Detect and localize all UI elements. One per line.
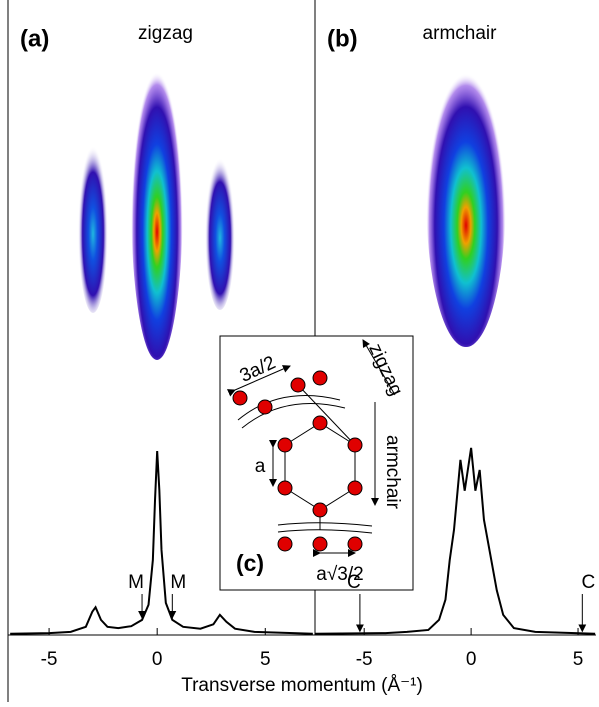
inset-label: (c) (236, 550, 264, 576)
annotation-label: M (128, 572, 144, 593)
x-tick-label: 5 (573, 649, 584, 670)
inset: 3a/2 a a√3/2 zigzag armchair (c) (219, 335, 414, 591)
panel-label: (a) (20, 25, 49, 52)
x-tick-label: -5 (356, 649, 373, 670)
annotation-label: C (581, 572, 595, 593)
x-tick-label: -5 (41, 649, 58, 670)
inset-row: a√3/2 (316, 564, 363, 585)
inset-bond: a (255, 456, 266, 477)
panel-label: (b) (327, 25, 358, 52)
annotation-label: C (347, 572, 361, 593)
x-tick-label: 0 (466, 649, 477, 670)
x-tick-label: 0 (152, 649, 163, 670)
x-axis-label: Transverse momentum (Å⁻¹) (181, 675, 423, 696)
x-tick-label: 5 (260, 649, 271, 670)
annotation-label: M (170, 572, 186, 593)
profile-line (314, 447, 596, 635)
inset-direction: armchair (382, 435, 403, 510)
profile-line (10, 450, 313, 635)
panel-title: zigzag (138, 23, 193, 44)
panel-title: armchair (423, 23, 498, 44)
heatmaps (78, 40, 506, 360)
